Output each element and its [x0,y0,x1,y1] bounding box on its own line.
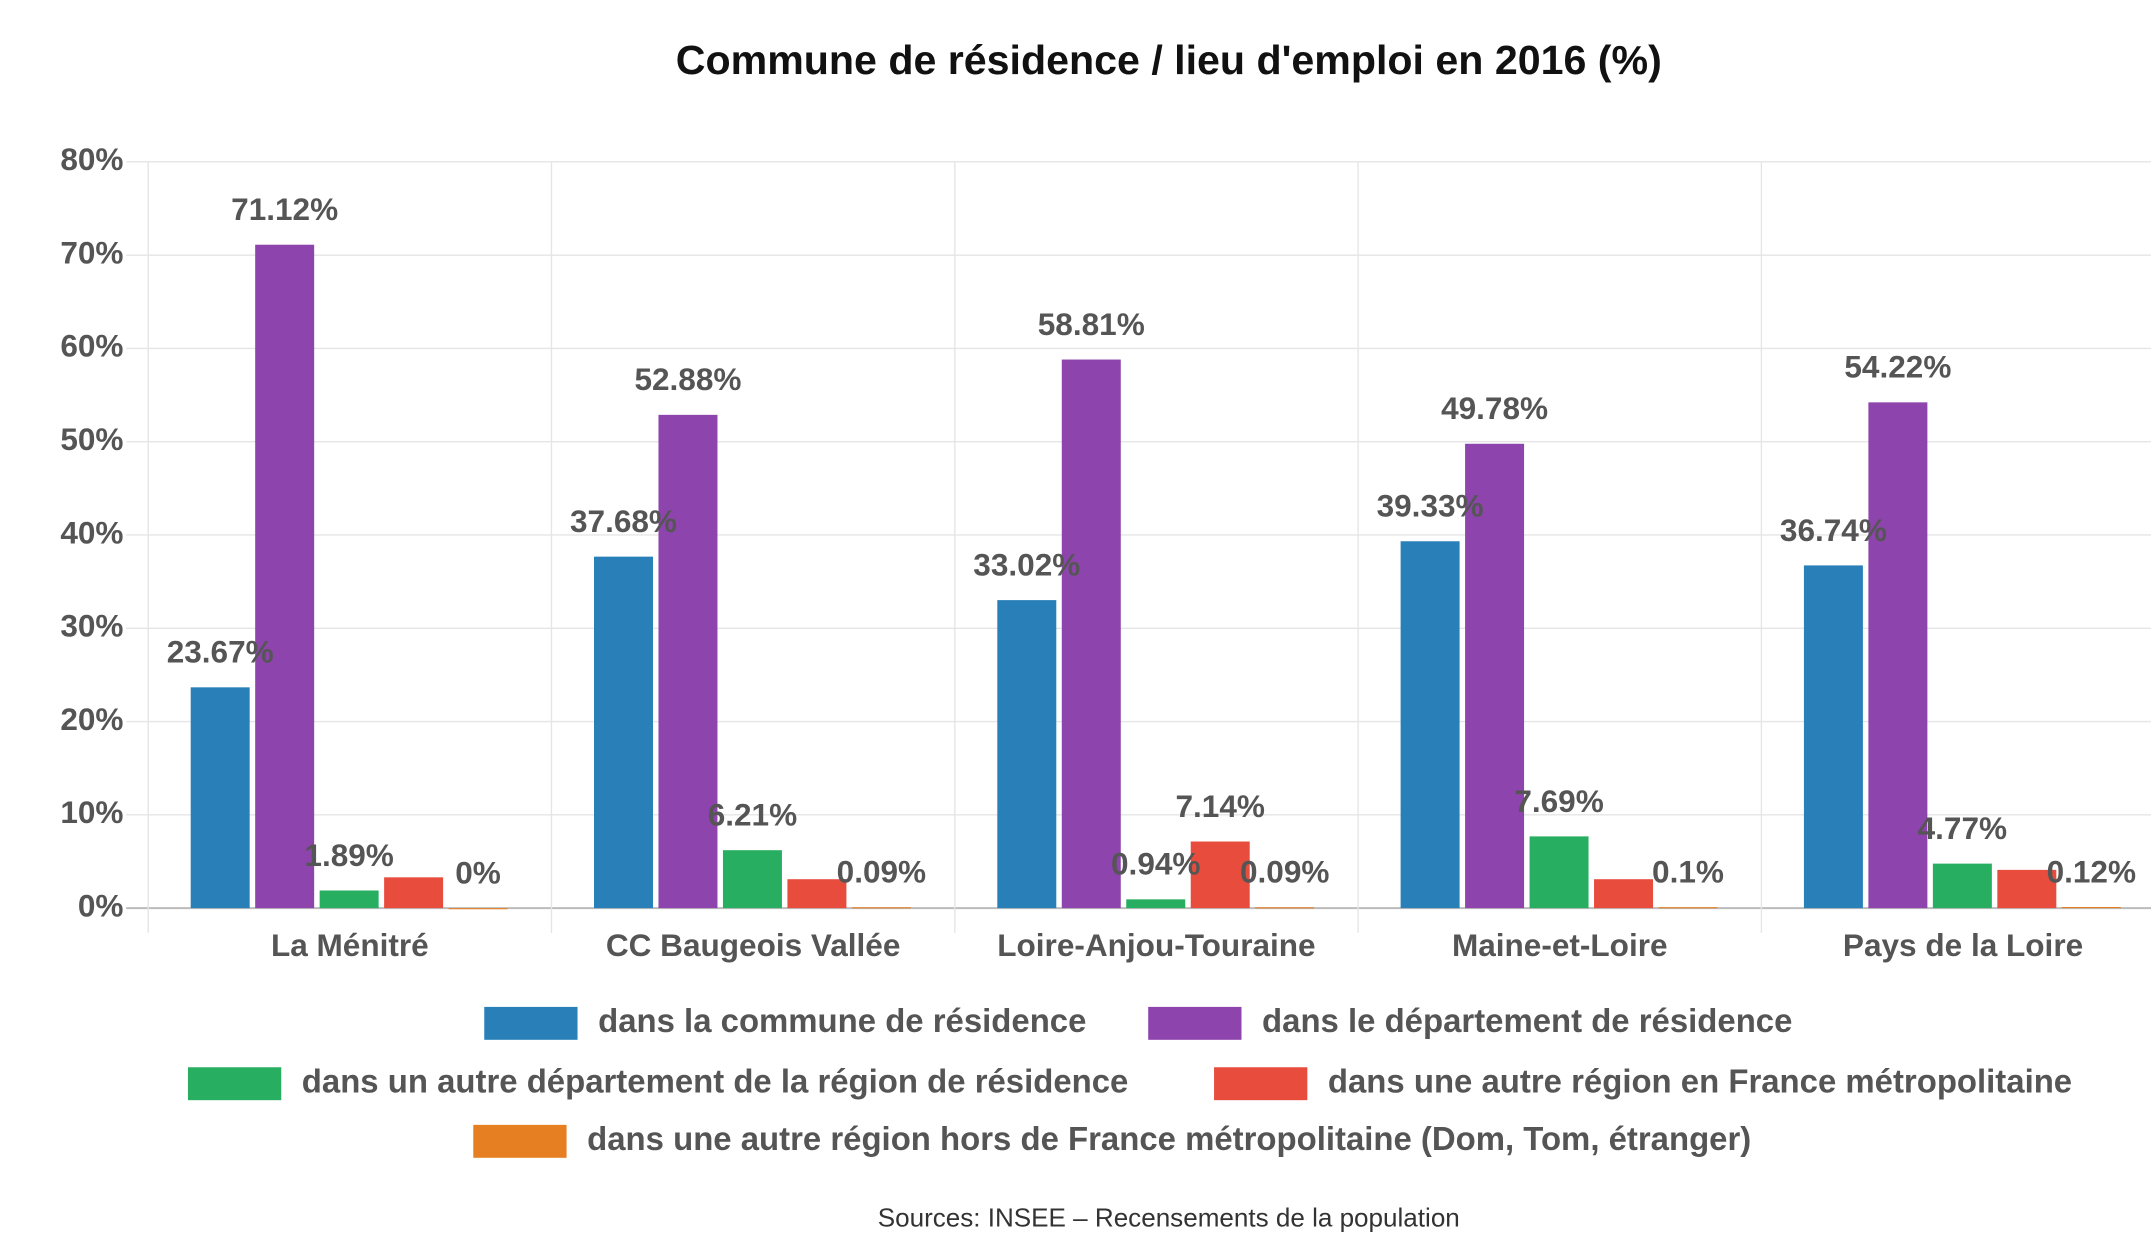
x-tick-label: CC Baugeois Vallée [606,927,901,963]
y-tick-label: 20% [60,701,123,737]
bar [1465,443,1525,909]
data-label: 39.33% [1377,488,1484,524]
bar [1529,836,1589,909]
data-label: 37.68% [570,503,677,539]
data-label: 7.69% [1514,783,1603,819]
bar [787,879,847,909]
data-label: 0.09% [837,854,926,890]
bar [1932,863,1992,909]
legend-swatch [1211,1064,1311,1103]
data-label: 0.12% [2047,853,2136,889]
bar [594,556,653,909]
x-tick-label: Maine-et-Loire [1452,927,1668,963]
data-label: 1.89% [304,837,393,873]
y-tick-label: 30% [60,608,123,644]
y-tick-label: 40% [60,514,123,550]
data-label: 0.1% [1652,854,1724,890]
bar [1126,899,1186,909]
data-label: 54.22% [1844,349,1951,385]
chart-title: Commune de résidence / lieu d'emploi en … [676,37,1662,83]
y-tick-label: 70% [60,234,123,270]
data-label: 23.67% [167,634,274,670]
source: Sources: INSEE – Recensements de la popu… [878,1202,1460,1232]
legend-swatch [481,1004,581,1043]
bar [1803,565,1863,909]
x-tick-label: Loire-Anjou-Touraine [997,927,1315,963]
bar [658,414,718,909]
data-label: 71.12% [231,191,338,227]
data-label: 0.09% [1240,854,1329,890]
bar [1190,841,1250,909]
bar [384,877,444,909]
legend-label: dans le département de résidence [1262,1002,1792,1039]
bar [1255,907,1315,909]
bar [1594,879,1654,909]
data-label: 36.74% [1780,512,1887,548]
legend-label: dans une autre région hors de France mét… [587,1120,1751,1157]
x-tick-label: La Ménitré [271,927,429,963]
y-tick-label: 10% [60,794,123,830]
data-label: 7.14% [1175,788,1264,824]
bar [2061,907,2121,909]
bar [1997,869,2057,909]
bar [448,908,508,910]
data-label: 33.02% [973,547,1080,583]
data-label: 52.88% [634,361,741,397]
data-label: 58.81% [1038,306,1145,342]
data-label: 0.94% [1111,846,1200,882]
legend-label: dans la commune de résidence [598,1002,1086,1039]
y-tick-label: 50% [60,421,123,457]
legend-swatch [470,1122,570,1161]
y-tick-label: 60% [60,328,123,364]
bar [1400,541,1460,909]
data-label: 49.78% [1441,390,1548,426]
legend-label: dans une autre région en France métropol… [1328,1062,2072,1099]
bar [190,687,250,909]
data-label: 6.21% [708,797,797,833]
data-label: 4.77% [1918,810,2007,846]
bar [1061,359,1121,909]
x-tick-label: Pays de la Loire [1843,927,2083,963]
bar [255,244,315,909]
bar [997,600,1057,909]
bar [319,890,379,909]
bar [851,907,911,909]
y-tick-label: 80% [60,141,123,177]
bar [1658,907,1718,909]
y-tick-label: 0% [78,887,124,923]
legend-swatch [185,1064,284,1103]
legend-label: dans un autre département de la région d… [302,1062,1129,1099]
data-label: 0% [455,855,501,891]
bar [1868,402,1928,909]
legend-swatch [1145,1004,1245,1043]
bar [722,850,782,909]
